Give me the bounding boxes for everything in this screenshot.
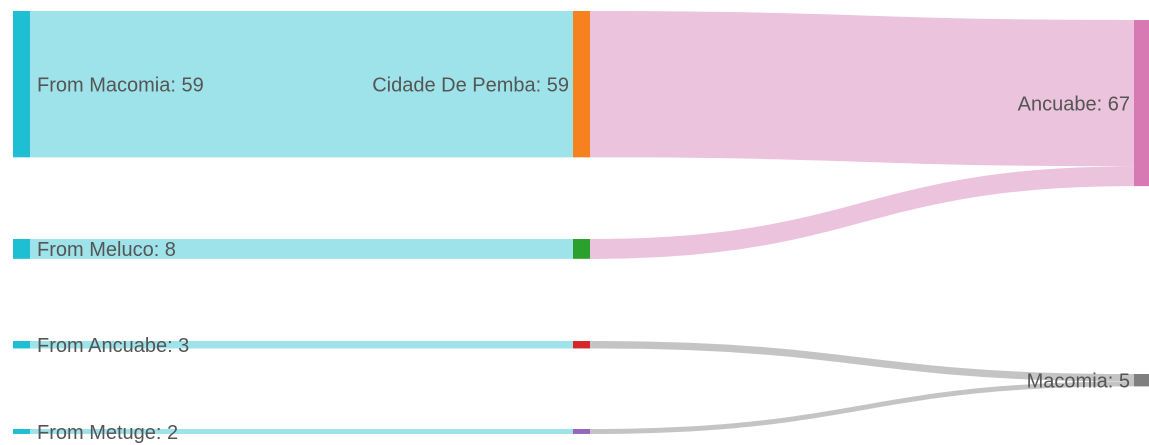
link bbox=[590, 341, 1134, 382]
node bbox=[573, 341, 590, 349]
node-label: From Meluco: 8 bbox=[37, 239, 176, 261]
node bbox=[1134, 20, 1149, 187]
node-label: From Ancuabe: 3 bbox=[37, 335, 189, 357]
link bbox=[30, 429, 573, 434]
node bbox=[573, 429, 590, 434]
node bbox=[13, 429, 30, 434]
link bbox=[30, 239, 573, 259]
link bbox=[590, 11, 1134, 167]
link bbox=[590, 381, 1134, 434]
link bbox=[30, 11, 573, 158]
node bbox=[573, 11, 590, 158]
node bbox=[573, 239, 590, 259]
node-label: Cidade De Pemba: 59 bbox=[372, 74, 569, 96]
node-label: From Metuge: 2 bbox=[37, 422, 178, 444]
link bbox=[30, 341, 573, 349]
node bbox=[13, 11, 30, 158]
node bbox=[13, 341, 30, 349]
node-label: Macomia: 5 bbox=[1027, 370, 1130, 392]
link bbox=[590, 166, 1134, 259]
links bbox=[30, 11, 1134, 434]
node-label: Ancuabe: 67 bbox=[1018, 93, 1130, 115]
node bbox=[1134, 374, 1149, 387]
node bbox=[13, 239, 30, 259]
node-label: From Macomia: 59 bbox=[37, 74, 204, 96]
